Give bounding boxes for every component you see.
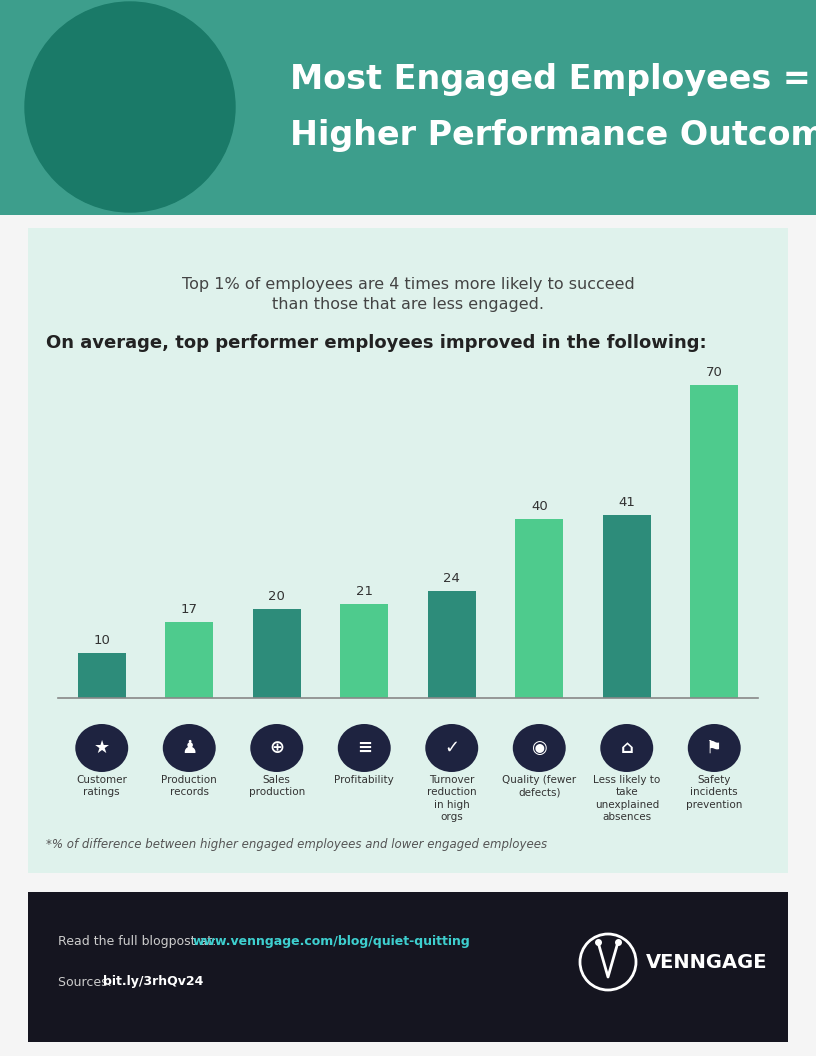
- FancyBboxPatch shape: [690, 385, 738, 698]
- Text: ✓: ✓: [444, 739, 459, 757]
- Ellipse shape: [601, 724, 654, 772]
- Text: *% of difference between higher engaged employees and lower engaged employees: *% of difference between higher engaged …: [46, 838, 547, 851]
- Text: ⊕: ⊕: [269, 739, 284, 757]
- Ellipse shape: [688, 724, 741, 772]
- Text: Production
records: Production records: [162, 775, 217, 797]
- FancyBboxPatch shape: [428, 590, 476, 698]
- FancyBboxPatch shape: [165, 622, 213, 698]
- Text: 20: 20: [268, 589, 285, 603]
- Ellipse shape: [338, 724, 391, 772]
- Circle shape: [65, 42, 195, 172]
- Ellipse shape: [162, 724, 215, 772]
- Ellipse shape: [251, 724, 304, 772]
- Text: 📋: 📋: [118, 83, 142, 121]
- Text: On average, top performer employees improved in the following:: On average, top performer employees impr…: [46, 334, 707, 352]
- Text: ★: ★: [94, 739, 110, 757]
- Text: 21: 21: [356, 585, 373, 598]
- Text: 70: 70: [706, 366, 723, 379]
- Text: 17: 17: [181, 603, 197, 616]
- Text: ⚙: ⚙: [141, 168, 159, 187]
- Text: ◉: ◉: [531, 739, 547, 757]
- Text: Top 1% of employees are 4 times more likely to succeed: Top 1% of employees are 4 times more lik…: [182, 278, 634, 293]
- Text: 24: 24: [443, 571, 460, 585]
- Text: Less likely to
take
unexplained
absences: Less likely to take unexplained absences: [593, 775, 660, 823]
- Text: Quality (fewer
defects): Quality (fewer defects): [502, 775, 576, 797]
- Circle shape: [85, 62, 175, 152]
- Circle shape: [25, 2, 235, 212]
- Text: Profitability: Profitability: [335, 775, 394, 785]
- FancyBboxPatch shape: [340, 604, 388, 698]
- Text: Sources:: Sources:: [58, 976, 116, 988]
- Text: ≡: ≡: [357, 739, 372, 757]
- Text: VENNGAGE: VENNGAGE: [646, 953, 768, 972]
- Text: Most Engaged Employees =: Most Engaged Employees =: [290, 63, 811, 96]
- Ellipse shape: [512, 724, 565, 772]
- Text: ⚑: ⚑: [706, 739, 722, 757]
- FancyBboxPatch shape: [20, 220, 796, 881]
- Text: ⚙: ⚙: [71, 168, 99, 196]
- Text: Turnover
reduction
in high
orgs: Turnover reduction in high orgs: [427, 775, 477, 823]
- FancyBboxPatch shape: [0, 0, 816, 215]
- Text: than those that are less engaged.: than those that are less engaged.: [272, 298, 544, 313]
- Ellipse shape: [75, 724, 128, 772]
- Text: 10: 10: [93, 635, 110, 647]
- FancyBboxPatch shape: [18, 882, 798, 1052]
- Text: 41: 41: [619, 496, 635, 509]
- Text: ⌂: ⌂: [620, 739, 633, 757]
- Ellipse shape: [425, 724, 478, 772]
- Text: Higher Performance Outcome: Higher Performance Outcome: [290, 118, 816, 151]
- FancyBboxPatch shape: [603, 515, 651, 698]
- Text: ⚙: ⚙: [98, 170, 132, 208]
- Text: Safety
incidents
prevention: Safety incidents prevention: [686, 775, 743, 810]
- Text: Read the full blogpost at:: Read the full blogpost at:: [58, 936, 220, 948]
- Text: Customer
ratings: Customer ratings: [77, 775, 127, 797]
- FancyBboxPatch shape: [515, 520, 563, 698]
- Text: www.venngage.com/blog/quiet-quitting: www.venngage.com/blog/quiet-quitting: [193, 936, 471, 948]
- FancyBboxPatch shape: [78, 654, 126, 698]
- Text: ♟: ♟: [181, 739, 197, 757]
- Text: Sales
production: Sales production: [249, 775, 305, 797]
- FancyBboxPatch shape: [253, 608, 301, 698]
- Text: 40: 40: [531, 501, 548, 513]
- Text: bit.ly/3rhQv24: bit.ly/3rhQv24: [103, 976, 203, 988]
- Circle shape: [45, 22, 215, 192]
